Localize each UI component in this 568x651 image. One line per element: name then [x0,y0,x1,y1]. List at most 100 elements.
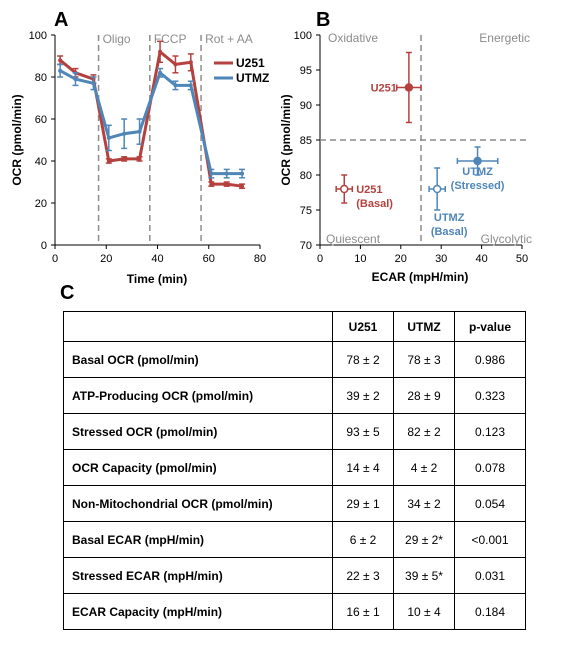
table-cell: 0.123 [454,413,526,450]
chart-a-y-tick-label: 0 [41,240,47,252]
chart-b-y-tick-label: 90 [300,100,312,112]
table-cell: UTMZ [393,311,455,342]
chart-b-y-tick-label: 95 [300,65,312,77]
chart-b-y-tick-label: 80 [300,170,312,182]
chart-a: 0 20 40 60 80 0 20 40 60 80 100 Oligo FCCP Rot + AA… [10,30,269,286]
chart-b: 0 10 20 30 40 50 70 75 80 85 90 95 100 Oxidative En… [279,30,532,284]
panel-b-letter: B [316,9,330,31]
quadrant-energetic: Energetic [479,31,530,45]
chart-a-x-tick-label: 40 [151,253,163,265]
chart-a-x-tick-label: 20 [100,253,112,265]
chart-a-y-tick-label: 80 [35,72,47,84]
table-row-label: Non-Mitochondrial OCR (pmol/min) [63,485,333,522]
data-point-utmz [224,171,229,176]
summary-table: U251 UTMZ p-value Basal OCR (pmol/min) 78 ± … [63,311,526,630]
chart-b-y-tick-label: 70 [300,240,312,252]
table-cell: 39 ± 2 [332,377,394,414]
table-row-label: Basal OCR (pmol/min) [63,341,333,378]
table-cell: p-value [454,311,526,342]
scatter-point-label: UTMZ (Basal) [431,212,468,238]
panel-c-letter: C [60,282,74,304]
table-cell: 4 ± 2 [393,449,455,486]
table-row-label: Stressed OCR (pmol/min) [63,413,333,450]
chart-b-x-tick-label: 40 [475,253,487,265]
chart-b-y-tick-label: 85 [300,135,312,147]
scatter-point-label: U251 [371,83,397,95]
scatter-point-group: U251 [371,51,422,124]
data-point-utmz [240,171,245,176]
chart-a-legend: U251 UTMZ [214,56,269,85]
table-row: Stressed OCR (pmol/min) 93 ± 5 82 ± 2 0.123 [63,413,526,450]
table-cell: 16 ± 1 [332,593,394,630]
table-cell: 78 ± 3 [393,341,455,378]
chart-a-y-axis-label: OCR (pmol/min) [10,94,24,185]
table-cell: 39 ± 5* [393,557,455,594]
table-row: Basal ECAR (mpH/min) 6 ± 2 29 ± 2* <0.001 [63,521,526,558]
table-cell: 78 ± 2 [332,341,394,378]
table-cell: 82 ± 2 [393,413,455,450]
data-point-u251 [58,58,63,63]
chart-b-y-tick-label: 100 [294,30,312,42]
scatter-point [473,156,482,166]
data-point-utmz [173,83,178,88]
scatter-point [404,83,414,92]
data-point-utmz [122,131,127,136]
table-row: Non-Mitochondrial OCR (pmol/min) 29 ± 1 34… [63,485,526,522]
data-point-u251 [106,159,111,163]
scatter-point-group: U251 (Basal) [335,174,393,210]
panel-a-letter: A [54,9,68,31]
data-point-u251 [224,182,229,187]
data-point-u251 [173,62,178,67]
table-row-label: ATP-Producing OCR (pmol/min) [63,377,333,414]
chart-b-y-axis-label: OCR (pmol/min) [279,94,293,185]
data-point-utmz [137,129,142,134]
data-point-utmz [158,70,163,75]
table-row: Stressed ECAR (mpH/min) 22 ± 3 39 ± 5* 0.03… [63,557,526,594]
data-point-utmz [209,171,214,176]
data-point-utmz [188,83,193,88]
phase-label: FCCP [154,32,187,46]
table-cell: 29 ± 2* [393,521,455,558]
data-point-utmz [106,135,111,140]
data-point-u251 [158,49,163,54]
scatter-point-label: U251 (Basal) [356,184,393,210]
chart-b-x-axis-label: ECAR (mpH/min) [372,270,469,284]
series-line-u251 [59,50,243,188]
scatter-point-group: UTMZ (Stressed) [451,146,505,192]
legend-utmz-label: UTMZ [236,71,269,85]
chart-a-x-tick-label: 0 [52,253,58,265]
data-point-utmz [58,68,63,73]
chart-b-y-tick-label: 75 [300,205,312,217]
table-cell: 6 ± 2 [332,521,394,558]
quadrant-glycolytic: Glycolytic [481,232,532,246]
chart-b-x-tick-label: 0 [317,253,323,265]
table-row-label: ECAR Capacity (mpH/min) [63,593,333,630]
table-cell: 34 ± 2 [393,485,455,522]
chart-a-y-tick-label: 20 [35,198,47,210]
data-point-u251 [240,184,245,189]
table-cell: 93 ± 5 [332,413,394,450]
quadrant-quiescent: Quiescent [326,232,381,246]
chart-b-x-tick-label: 30 [435,253,447,265]
table-cell: 0.054 [454,485,526,522]
table-row: ECAR Capacity (mpH/min) 16 ± 1 10 ± 4 0.184 [63,593,526,630]
table-cell: 0.078 [454,449,526,486]
table-cell: 0.323 [454,377,526,414]
chart-b-x-tick-label: 50 [516,253,528,265]
quadrant-oxidative: Oxidative [328,31,378,45]
chart-a-x-tick-label: 80 [254,253,266,265]
table-row-label: Basal ECAR (mpH/min) [63,521,333,558]
table-cell: 22 ± 3 [332,557,394,594]
data-point-utmz [73,77,78,82]
table-cell: 14 ± 4 [332,449,394,486]
chart-a-y-tick-label: 40 [35,156,47,168]
table-cell: 0.184 [454,593,526,630]
table-row: Basal OCR (pmol/min) 78 ± 2 78 ± 3 0.986 [63,341,526,378]
chart-a-x-tick-label: 60 [203,253,215,265]
table-cell: 0.986 [454,341,526,378]
scatter-point [339,184,349,194]
table-row-label: OCR Capacity (pmol/min) [63,449,333,486]
table-cell: 0.031 [454,557,526,594]
legend-u251-label: U251 [236,56,265,70]
